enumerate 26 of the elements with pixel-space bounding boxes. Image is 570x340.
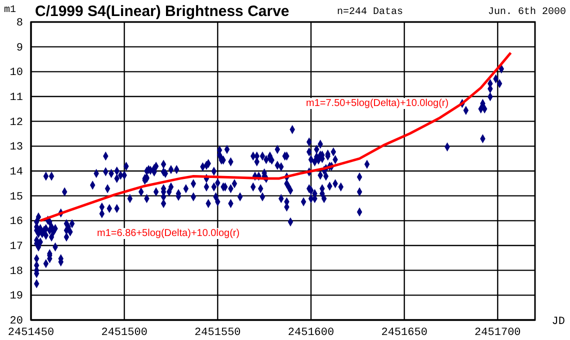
y-tick-label: 8 bbox=[16, 18, 23, 30]
x-tick-label: 2451500 bbox=[101, 326, 148, 339]
y-tick-label: 16 bbox=[10, 216, 23, 228]
y-tick-label: 13 bbox=[10, 142, 23, 154]
x-tick-label: 2451450 bbox=[8, 326, 54, 339]
y-tick-label: 9 bbox=[16, 42, 23, 54]
y-tick-label: 17 bbox=[10, 241, 23, 254]
chart-title: C/1999 S4(Linear) Brightness Carve bbox=[35, 3, 290, 20]
y-axis-title: m1 bbox=[4, 5, 16, 16]
y-tick-label: 15 bbox=[10, 191, 23, 204]
x-tick-label: 2451650 bbox=[381, 326, 428, 339]
x-tick-label: 2451550 bbox=[194, 326, 241, 339]
annotation: m1=7.50+5log(Delta)+10.0log(r) bbox=[306, 98, 449, 109]
x-tick-label: 2451700 bbox=[474, 326, 521, 339]
x-tick-label: 2451600 bbox=[288, 326, 334, 339]
y-tick-label: 18 bbox=[10, 266, 23, 278]
text: Jun. 6th 2000 bbox=[488, 6, 566, 18]
y-tick-label: 11 bbox=[10, 92, 24, 104]
annotation: m1=6.86+5log(Delta)+10.0log(r) bbox=[97, 228, 240, 239]
text: n=244 Datas bbox=[336, 7, 404, 18]
x-axis-title: JD bbox=[552, 316, 566, 328]
y-tick-label: 14 bbox=[10, 166, 24, 179]
y-tick-label: 10 bbox=[10, 67, 23, 80]
y-tick-label: 20 bbox=[10, 316, 23, 328]
y-tick-label: 19 bbox=[10, 290, 23, 303]
y-tick-label: 12 bbox=[10, 116, 23, 129]
